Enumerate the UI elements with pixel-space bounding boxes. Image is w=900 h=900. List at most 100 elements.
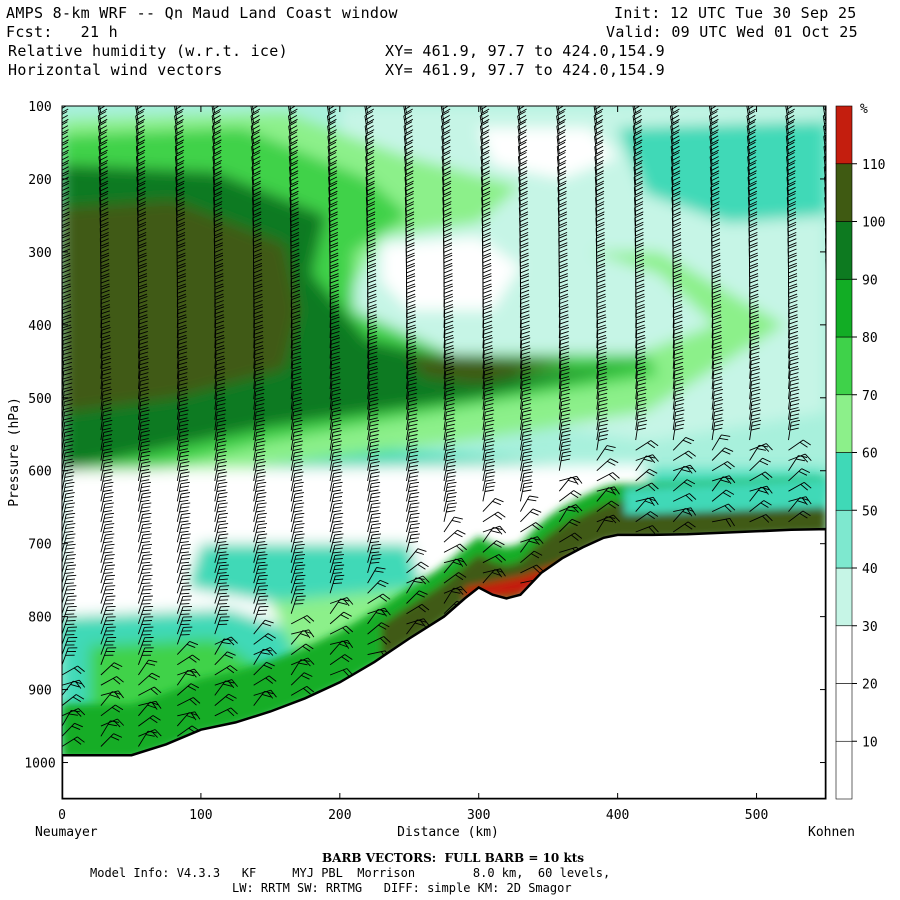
wind-barb bbox=[672, 507, 694, 523]
wind-barb bbox=[137, 296, 148, 318]
wind-barb bbox=[62, 254, 71, 277]
wind-barb bbox=[62, 152, 70, 175]
wind-barb bbox=[710, 213, 720, 236]
wind-barb bbox=[62, 626, 78, 645]
init-time: Init: 12 UTC Tue 30 Sep 25 bbox=[614, 4, 857, 22]
colorbar-band-1 bbox=[835, 683, 853, 742]
wind-barb bbox=[137, 574, 153, 594]
wind-barb bbox=[788, 497, 809, 512]
wind-barb bbox=[748, 254, 758, 277]
wind-barb bbox=[327, 152, 338, 175]
wind-barb bbox=[214, 347, 225, 369]
wind-barb bbox=[403, 111, 414, 134]
wind-barb bbox=[176, 712, 198, 727]
wind-barb bbox=[481, 203, 491, 226]
wind-barb bbox=[825, 426, 826, 430]
wind-barb bbox=[212, 162, 223, 185]
x-tick-label: 100 bbox=[189, 808, 212, 823]
terrain-surface bbox=[62, 527, 826, 799]
wind-barb bbox=[785, 141, 796, 165]
wind-barb bbox=[635, 378, 647, 400]
wind-barb bbox=[634, 213, 644, 236]
wind-barb bbox=[367, 378, 379, 400]
wind-barb bbox=[288, 111, 298, 134]
wind-barb bbox=[329, 378, 341, 400]
wind-barb bbox=[747, 162, 757, 185]
wind-barb bbox=[749, 471, 773, 482]
wind-barb bbox=[596, 326, 607, 349]
wind-barb bbox=[672, 285, 683, 308]
wind-barb bbox=[635, 368, 647, 390]
wind-barb bbox=[635, 326, 646, 349]
wind-barb bbox=[326, 111, 337, 134]
wind-barb bbox=[672, 316, 683, 339]
wind-barb bbox=[788, 455, 808, 471]
wind-barb bbox=[519, 254, 529, 277]
wind-barb bbox=[214, 378, 226, 400]
wind-barb bbox=[596, 409, 609, 430]
wind-barb bbox=[480, 172, 491, 196]
x-axis: 0 100 200 300 400 500 bbox=[58, 106, 768, 823]
wind-barb bbox=[823, 155, 826, 175]
wind-barb bbox=[788, 296, 798, 318]
wind-barb bbox=[329, 640, 351, 655]
wind-barb bbox=[482, 461, 496, 481]
wind-barb bbox=[823, 165, 826, 185]
wind-barb bbox=[749, 368, 761, 390]
wind-barb bbox=[366, 234, 376, 257]
wind-barb bbox=[406, 357, 417, 379]
wind-barb bbox=[62, 347, 73, 369]
wind-barb bbox=[137, 450, 151, 471]
wind-barb bbox=[367, 388, 379, 410]
wind-barb bbox=[137, 337, 149, 359]
wind-barb bbox=[825, 258, 826, 277]
wind-barb bbox=[749, 514, 773, 523]
wind-barb bbox=[367, 481, 381, 502]
wind-barb bbox=[482, 316, 493, 339]
wind-barb bbox=[519, 347, 531, 369]
wind-barb bbox=[519, 368, 531, 390]
wind-barb bbox=[634, 224, 644, 247]
wind-barb bbox=[787, 254, 797, 277]
wind-barb bbox=[406, 481, 420, 502]
wind-barb bbox=[747, 152, 757, 175]
wind-barb bbox=[62, 694, 85, 706]
wind-barb bbox=[519, 244, 529, 267]
wind-barb bbox=[403, 121, 414, 144]
wind-barb bbox=[367, 492, 381, 512]
wind-barb bbox=[252, 213, 262, 236]
wind-barb bbox=[672, 521, 696, 533]
wind-barb bbox=[100, 637, 117, 655]
wind-barb bbox=[825, 416, 826, 420]
wind-barb bbox=[749, 500, 772, 512]
wind-barb bbox=[711, 254, 721, 277]
wind-barb bbox=[711, 316, 722, 339]
wind-barb bbox=[253, 265, 263, 287]
wind-barb bbox=[367, 567, 386, 584]
wind-barb bbox=[443, 378, 455, 400]
wind-barb bbox=[406, 285, 416, 308]
wind-barb bbox=[214, 388, 226, 410]
wind-barb bbox=[558, 409, 571, 430]
wind-barb bbox=[290, 564, 306, 584]
wind-barb bbox=[785, 121, 796, 144]
wind-barb bbox=[788, 265, 798, 287]
wind-barb bbox=[290, 533, 305, 553]
wind-barb bbox=[556, 152, 567, 175]
wind-barb bbox=[482, 471, 496, 492]
wind-barb bbox=[136, 172, 146, 196]
wind-barb bbox=[788, 326, 799, 349]
wind-barbs bbox=[62, 106, 826, 747]
wind-barb bbox=[253, 461, 266, 481]
wind-barb bbox=[62, 357, 73, 379]
wind-barb bbox=[747, 141, 757, 165]
wind-barb bbox=[365, 162, 375, 185]
barb-column-12 bbox=[517, 106, 544, 588]
field1-xy: XY= 461.9, 97.7 to 424.0,154.9 bbox=[385, 42, 665, 60]
wind-barb bbox=[250, 131, 261, 155]
wind-barb bbox=[672, 254, 682, 277]
wind-barb bbox=[825, 316, 826, 328]
wind-barb bbox=[672, 326, 683, 349]
wind-barb bbox=[327, 141, 338, 165]
wind-barb bbox=[100, 626, 116, 645]
